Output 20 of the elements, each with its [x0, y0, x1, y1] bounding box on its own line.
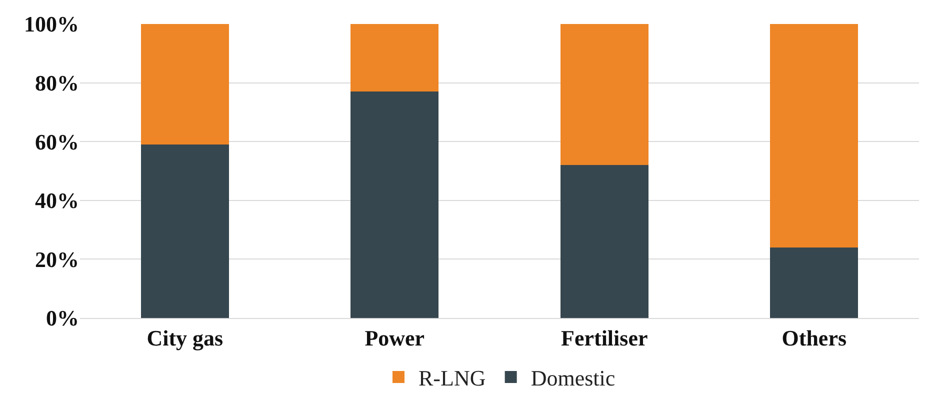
bar: [770, 247, 858, 318]
legend-label: R-LNG: [418, 366, 486, 391]
x-tick-label: Others: [782, 325, 847, 350]
x-tick-label: Fertiliser: [561, 325, 648, 350]
x-tick-label: Power: [364, 325, 425, 350]
y-tick-label: 60%: [35, 129, 79, 154]
bar: [140, 144, 229, 318]
bar: [560, 165, 648, 318]
bar: [140, 24, 229, 145]
bar: [770, 24, 858, 248]
y-tick-label: 20%: [35, 246, 79, 272]
y-tick-label: 40%: [35, 188, 79, 214]
x-tick-label: City gas: [146, 325, 224, 350]
y-tick-label: 0%: [46, 306, 79, 331]
y-tick-label: 80%: [35, 70, 79, 96]
bar: [350, 92, 439, 318]
legend-label: Domestic: [530, 366, 616, 391]
bar: [560, 24, 648, 166]
bar: [350, 24, 439, 92]
y-tick-label: 100%: [24, 12, 79, 37]
